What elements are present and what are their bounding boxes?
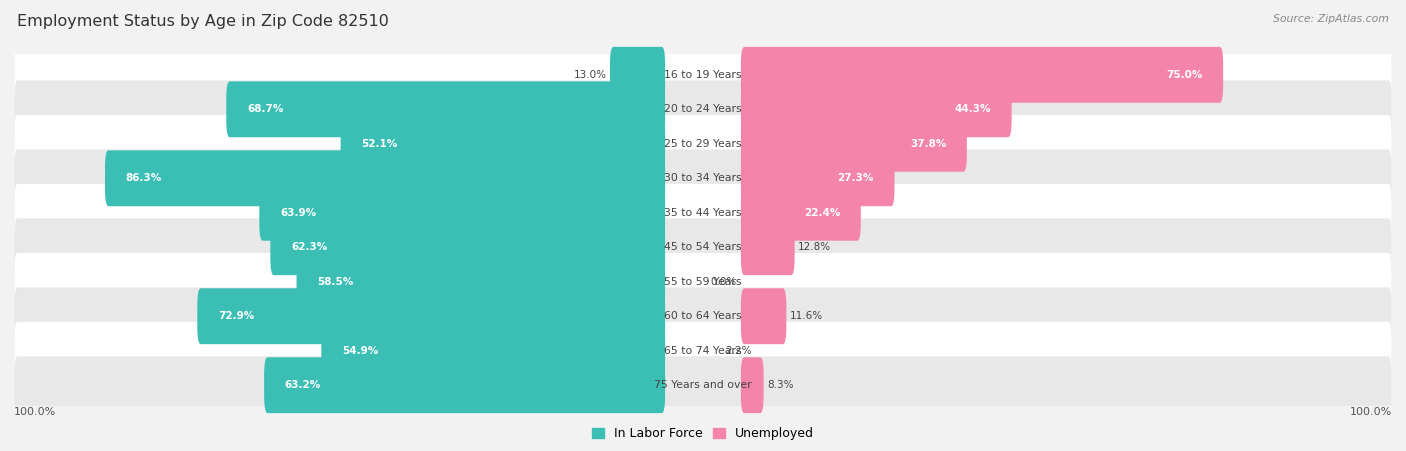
Text: Employment Status by Age in Zip Code 82510: Employment Status by Age in Zip Code 825… <box>17 14 388 28</box>
FancyBboxPatch shape <box>14 80 1392 138</box>
FancyBboxPatch shape <box>259 185 665 241</box>
FancyBboxPatch shape <box>297 254 665 310</box>
FancyBboxPatch shape <box>14 356 1392 414</box>
FancyBboxPatch shape <box>14 218 1392 276</box>
FancyBboxPatch shape <box>741 47 1223 103</box>
FancyBboxPatch shape <box>105 150 665 206</box>
FancyBboxPatch shape <box>741 185 860 241</box>
Text: 25 to 29 Years: 25 to 29 Years <box>664 139 742 149</box>
Text: 2.2%: 2.2% <box>725 346 752 356</box>
Text: 86.3%: 86.3% <box>125 173 162 183</box>
FancyBboxPatch shape <box>264 357 665 413</box>
Legend: In Labor Force, Unemployed: In Labor Force, Unemployed <box>586 423 820 446</box>
Text: Source: ZipAtlas.com: Source: ZipAtlas.com <box>1274 14 1389 23</box>
FancyBboxPatch shape <box>270 219 665 275</box>
Text: 68.7%: 68.7% <box>247 104 283 114</box>
FancyBboxPatch shape <box>14 287 1392 345</box>
Text: 20 to 24 Years: 20 to 24 Years <box>664 104 742 114</box>
Text: 27.3%: 27.3% <box>838 173 875 183</box>
FancyBboxPatch shape <box>197 288 665 344</box>
Text: 60 to 64 Years: 60 to 64 Years <box>664 311 742 321</box>
Text: 13.0%: 13.0% <box>574 70 606 80</box>
Text: 62.3%: 62.3% <box>291 242 328 252</box>
Text: 100.0%: 100.0% <box>14 407 56 417</box>
Text: 11.6%: 11.6% <box>790 311 823 321</box>
Text: 44.3%: 44.3% <box>955 104 991 114</box>
Text: 65 to 74 Years: 65 to 74 Years <box>664 346 742 356</box>
Text: 16 to 19 Years: 16 to 19 Years <box>664 70 742 80</box>
FancyBboxPatch shape <box>226 81 665 137</box>
Text: 55 to 59 Years: 55 to 59 Years <box>664 277 742 287</box>
Text: 75.0%: 75.0% <box>1166 70 1202 80</box>
Text: 58.5%: 58.5% <box>318 277 353 287</box>
FancyBboxPatch shape <box>14 253 1392 311</box>
Text: 100.0%: 100.0% <box>1350 407 1392 417</box>
Text: 8.3%: 8.3% <box>768 380 793 390</box>
FancyBboxPatch shape <box>14 149 1392 207</box>
Text: 52.1%: 52.1% <box>361 139 398 149</box>
Text: 0.0%: 0.0% <box>710 277 737 287</box>
Text: 75 Years and over: 75 Years and over <box>654 380 752 390</box>
FancyBboxPatch shape <box>14 184 1392 242</box>
Text: 22.4%: 22.4% <box>804 208 841 218</box>
FancyBboxPatch shape <box>741 81 1012 137</box>
Text: 54.9%: 54.9% <box>342 346 378 356</box>
Text: 37.8%: 37.8% <box>910 139 946 149</box>
FancyBboxPatch shape <box>741 219 794 275</box>
FancyBboxPatch shape <box>741 357 763 413</box>
Text: 63.9%: 63.9% <box>280 208 316 218</box>
Text: 30 to 34 Years: 30 to 34 Years <box>664 173 742 183</box>
Text: 12.8%: 12.8% <box>799 242 831 252</box>
FancyBboxPatch shape <box>741 150 894 206</box>
FancyBboxPatch shape <box>14 115 1392 173</box>
FancyBboxPatch shape <box>340 116 665 172</box>
Text: 72.9%: 72.9% <box>218 311 254 321</box>
FancyBboxPatch shape <box>610 47 665 103</box>
FancyBboxPatch shape <box>322 323 665 379</box>
FancyBboxPatch shape <box>741 116 967 172</box>
Text: 45 to 54 Years: 45 to 54 Years <box>664 242 742 252</box>
FancyBboxPatch shape <box>14 322 1392 380</box>
FancyBboxPatch shape <box>741 288 786 344</box>
FancyBboxPatch shape <box>14 46 1392 104</box>
Text: 63.2%: 63.2% <box>285 380 321 390</box>
Text: 35 to 44 Years: 35 to 44 Years <box>664 208 742 218</box>
